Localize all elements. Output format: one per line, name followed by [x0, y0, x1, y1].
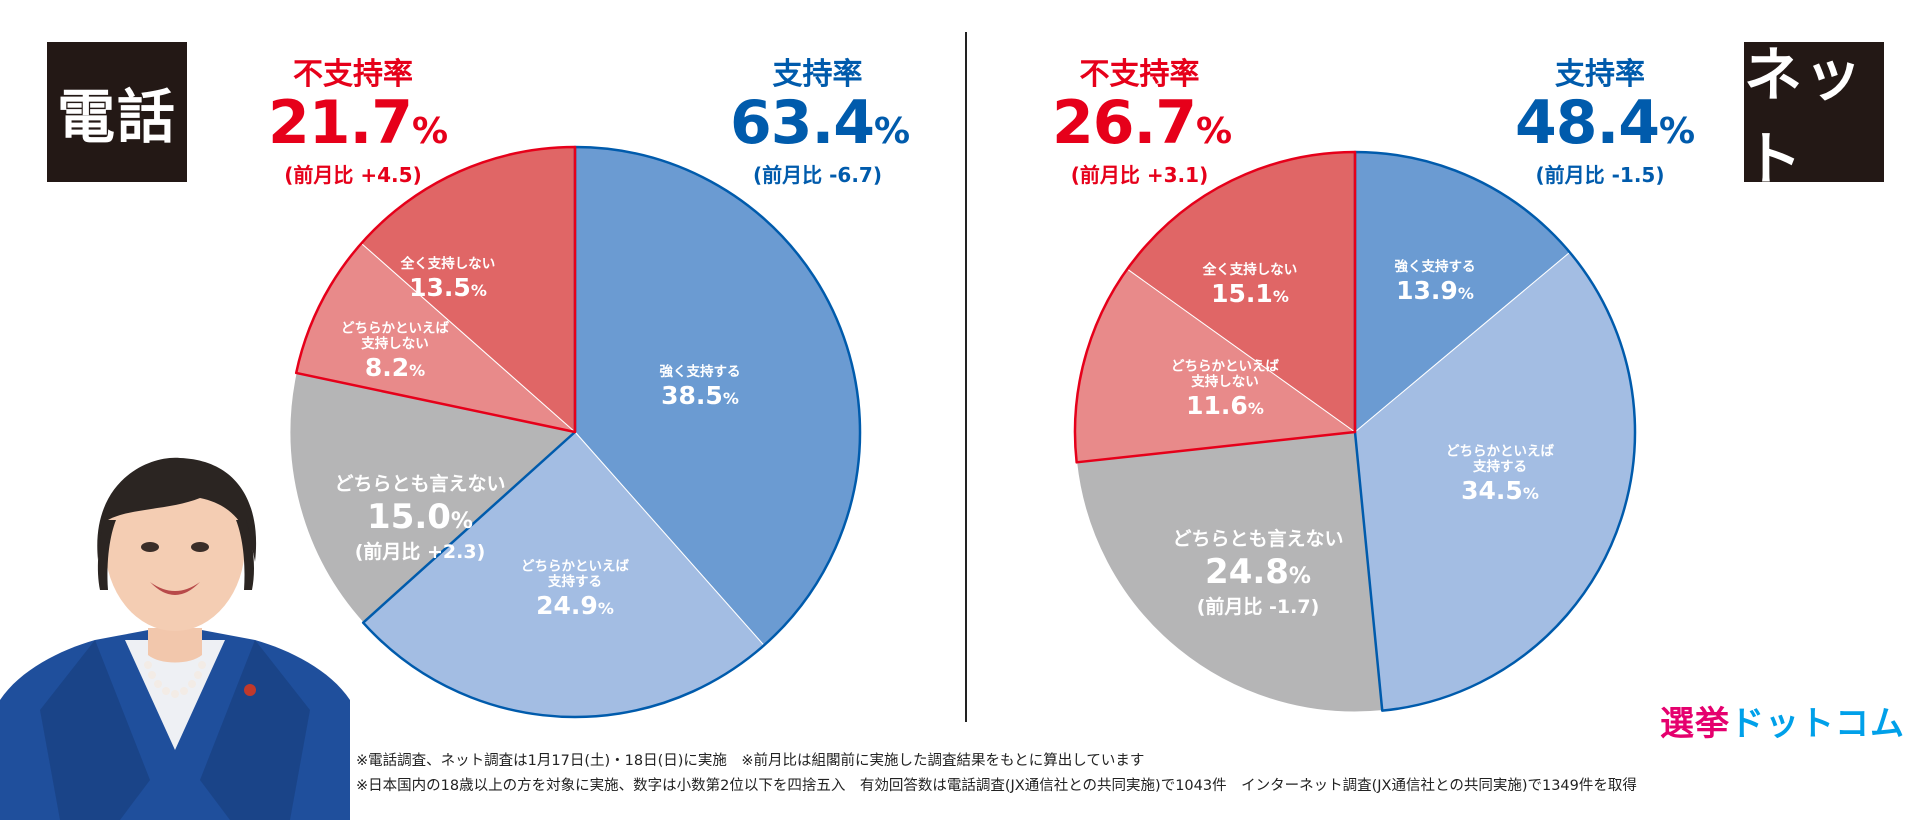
- phone-disapproval-label: 不支持率: [293, 57, 413, 92]
- net-approve-outline: [1353, 150, 1637, 712]
- logo-part-senkyo: 選挙: [1660, 704, 1730, 744]
- phone-approval-change: (前月比 -6.7): [753, 163, 882, 187]
- phone-slice-neutral: [289, 372, 577, 624]
- phone-label-text-somewhat-approve-0: どちらかといえば: [521, 559, 629, 575]
- phone-approval-value: 63.4%: [730, 88, 910, 158]
- net-slice-neutral: [1076, 431, 1383, 713]
- net-disapproval-stat: 不支持率 26.7% (前月比 +3.1): [1052, 57, 1232, 188]
- phone-disapproval-value: 21.7%: [268, 88, 448, 158]
- phone-disapproval-stat: 不支持率 21.7% (前月比 +4.5): [268, 57, 448, 188]
- net-survey-badge: ネット: [1744, 41, 1884, 193]
- net-label-text-somewhat-disapprove-0: どちらかといえば: [1171, 359, 1279, 375]
- net-value-strongly-disapprove: 15.1%: [1211, 279, 1289, 308]
- phone-approve-outline: [361, 145, 862, 719]
- logo: 選挙ドットコム: [1660, 696, 1905, 745]
- phone-approval-stat: 支持率 63.4% (前月比 -6.7): [730, 57, 910, 188]
- net-label-text-strongly-approve-0: 強く支持する: [1395, 258, 1476, 275]
- net-value-neutral: 24.8%: [1205, 552, 1311, 592]
- portrait-image: [0, 457, 350, 820]
- phone-label-text-neutral-0: どちらとも言えない: [334, 472, 505, 495]
- net-approval-change: (前月比 -1.5): [1535, 163, 1665, 187]
- phone-approval-label: 支持率: [772, 57, 863, 92]
- net-label-text-somewhat-approve-1: 支持する: [1472, 458, 1527, 475]
- net-value-somewhat-disapprove: 11.6%: [1186, 391, 1264, 420]
- net-label-text-strongly-disapprove-0: 全く支持しない: [1202, 261, 1298, 278]
- net-value-somewhat-approve: 34.5%: [1461, 476, 1539, 505]
- net-change-neutral: (前月比 -1.7): [1197, 595, 1320, 618]
- net-label-text-somewhat-disapprove-1: 支持しない: [1190, 373, 1259, 390]
- phone-value-somewhat-approve: 24.9%: [536, 591, 614, 620]
- phone-value-neutral: 15.0%: [367, 497, 473, 537]
- phone-value-strongly-approve: 38.5%: [661, 381, 739, 410]
- phone-value-strongly-disapprove: 13.5%: [409, 273, 487, 302]
- net-approval-value: 48.4%: [1515, 88, 1695, 158]
- phone-label-text-strongly-approve-0: 強く支持する: [660, 363, 741, 380]
- net-value-strongly-approve: 13.9%: [1396, 276, 1474, 305]
- phone-survey-badge: 電話: [47, 42, 187, 182]
- phone-label-text-strongly-disapprove-0: 全く支持しない: [400, 255, 496, 272]
- net-disapprove-outline: [1073, 150, 1357, 464]
- net-label-text-somewhat-approve-0: どちらかといえば: [1446, 444, 1554, 460]
- net-disapproval-change: (前月比 +3.1): [1070, 163, 1209, 187]
- phone-label-text-somewhat-disapprove-1: 支持しない: [360, 335, 429, 352]
- net-label-text-neutral-0: どちらとも言えない: [1172, 527, 1343, 550]
- phone-disapproval-change: (前月比 +4.5): [284, 163, 422, 187]
- phone-disapprove-outline: [294, 145, 577, 434]
- phone-change-neutral: (前月比 +2.3): [355, 540, 486, 563]
- footnotes: ※電話調査、ネット調査は1月17日(土)・18日(日)に実施 ※前月比は組閣前に…: [356, 749, 1637, 799]
- net-disapproval-value: 26.7%: [1052, 88, 1232, 158]
- phone-label-text-somewhat-disapprove-0: どちらかといえば: [341, 321, 449, 337]
- logo-part-dotcom: ドットコム: [1730, 704, 1905, 744]
- net-approval-stat: 支持率 48.4% (前月比 -1.5): [1515, 57, 1695, 188]
- phone-label-text-somewhat-approve-1: 支持する: [547, 573, 602, 590]
- net-approval-label: 支持率: [1555, 57, 1645, 92]
- footnote-1: ※電話調査、ネット調査は1月17日(土)・18日(日)に実施 ※前月比は組閣前に…: [356, 753, 1145, 769]
- center-divider: [965, 32, 967, 722]
- footnote-2: ※日本国内の18歳以上の方を対象に実施、数字は小数第2位以下を四捨五入 有効回答…: [356, 778, 1637, 794]
- phone-value-somewhat-disapprove: 8.2%: [365, 353, 425, 382]
- net-disapproval-label: 不支持率: [1079, 57, 1200, 92]
